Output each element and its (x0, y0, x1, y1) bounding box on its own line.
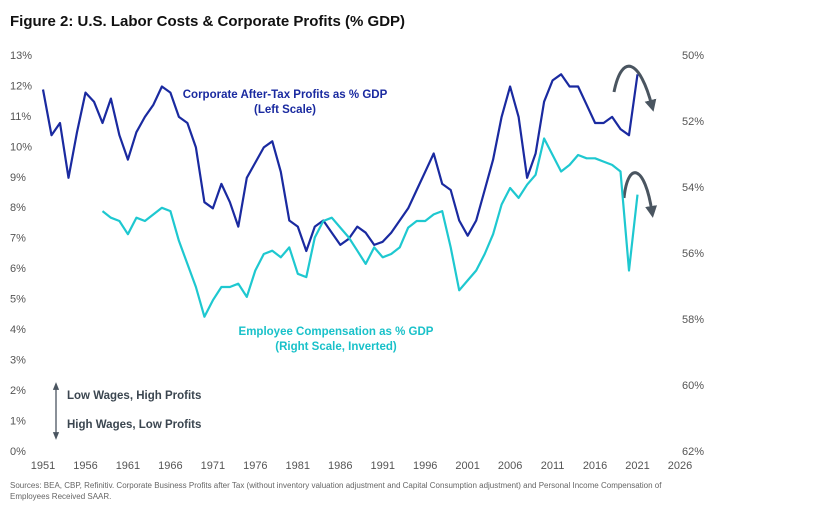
annotation: Employee Compensation as % GDP (239, 326, 434, 338)
x-tick-label: 2021 (625, 460, 649, 472)
annotation: (Left Scale) (254, 104, 316, 116)
y-tick-label: 11% (10, 111, 31, 123)
series-line (101, 137, 639, 318)
x-tick-label: 1976 (243, 460, 267, 472)
x-tick-label: 1956 (73, 460, 97, 472)
x-tick-label: 2026 (668, 460, 692, 472)
y-tick-label: 3% (10, 355, 26, 367)
y2-tick-label: 56% (682, 248, 704, 260)
x-tick-label: 1991 (370, 460, 394, 472)
y-tick-label: 6% (10, 263, 26, 275)
chart-title: Figure 2: U.S. Labor Costs & Corporate P… (10, 13, 405, 30)
y2-tick-label: 60% (682, 380, 704, 392)
y-tick-label: 2% (10, 385, 26, 397)
y-tick-label: 9% (10, 172, 26, 184)
x-tick-label: 1961 (116, 460, 140, 472)
y2-tick-label: 50% (682, 50, 704, 62)
x-tick-label: 2006 (498, 460, 522, 472)
y-tick-label: 10% (10, 141, 32, 153)
x-tick-label: 2016 (583, 460, 607, 472)
x-tick-label: 2001 (455, 460, 479, 472)
annotation: Low Wages, High Profits (67, 390, 201, 402)
annotation: Corporate After-Tax Profits as % GDP (183, 89, 388, 101)
x-tick-label: 1986 (328, 460, 352, 472)
series-line (41, 73, 639, 253)
source-line: Employees Received SAAR. (10, 492, 111, 501)
x-tick-label: 2011 (541, 460, 565, 472)
y-tick-label: 1% (10, 415, 26, 427)
trend-arrow (612, 64, 657, 112)
x-tick-label: 1971 (201, 460, 225, 472)
y-tick-label: 4% (10, 324, 26, 336)
annotation: (Right Scale, Inverted) (275, 341, 397, 353)
y-tick-label: 12% (10, 80, 32, 92)
y-tick-label: 5% (10, 294, 26, 306)
trend-arrow (622, 171, 658, 218)
x-tick-label: 1966 (158, 460, 182, 472)
y2-tick-label: 62% (682, 446, 704, 458)
source-note: Sources: BEA, CBP, Refinitiv. Corporate … (10, 481, 662, 501)
annotation: High Wages, Low Profits (67, 419, 201, 431)
y2-tick-label: 54% (682, 182, 704, 194)
x-tick-label: 1951 (31, 460, 55, 472)
y-tick-label: 13% (10, 50, 32, 62)
source-line: Sources: BEA, CBP, Refinitiv. Corporate … (10, 481, 662, 490)
x-tick-label: 1981 (286, 460, 310, 472)
y2-tick-label: 52% (682, 116, 704, 128)
x-tick-label: 1996 (413, 460, 437, 472)
y-tick-label: 8% (10, 202, 26, 214)
y-tick-label: 0% (10, 446, 26, 458)
y-tick-label: 7% (10, 233, 26, 245)
y2-tick-label: 58% (682, 314, 704, 326)
